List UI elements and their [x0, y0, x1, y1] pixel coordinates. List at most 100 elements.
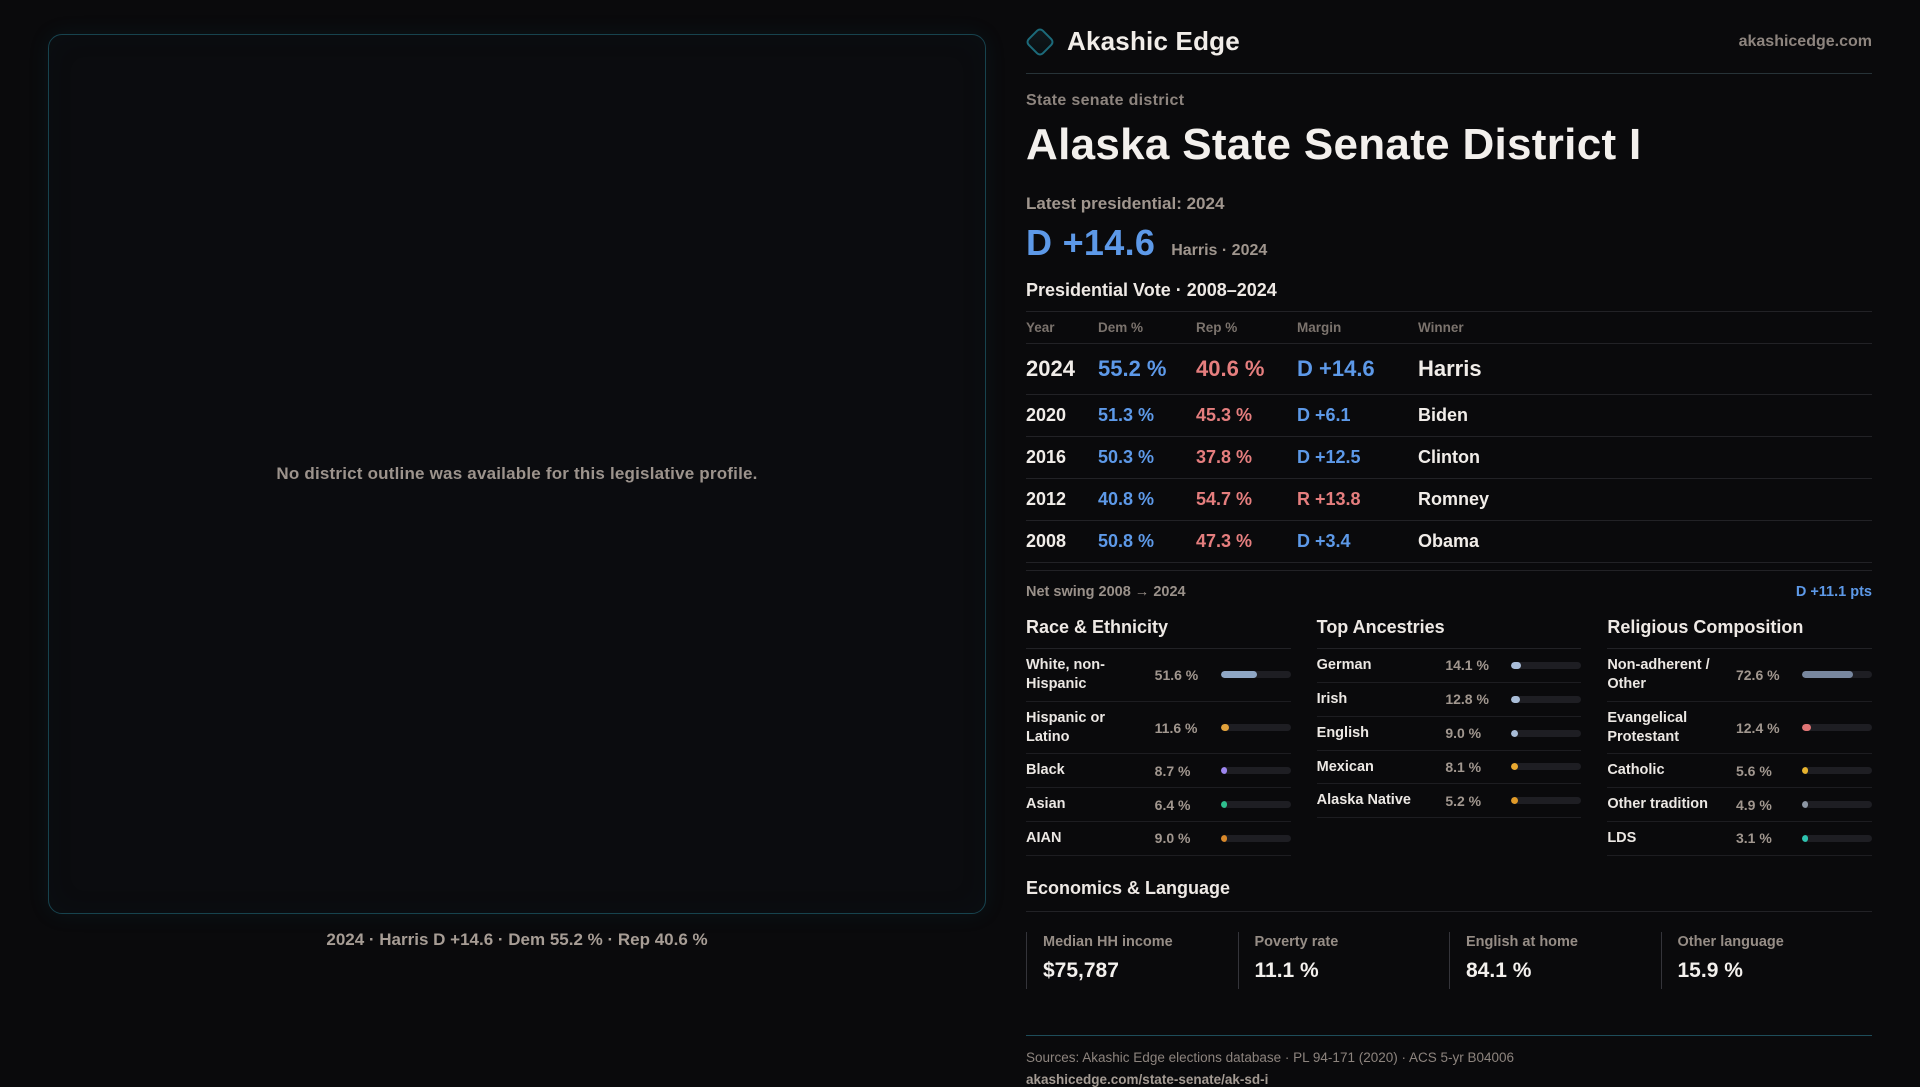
margin-cell: D +6.1: [1297, 405, 1351, 425]
demo-section-title: Religious Composition: [1607, 617, 1804, 637]
map-caption: 2024 · Harris D +14.6 · Dem 55.2 % · Rep…: [326, 930, 708, 949]
dem-pct-cell: 55.2 %: [1098, 356, 1167, 381]
mini-bar-fill: [1801, 801, 1809, 809]
year-cell: 2024: [1026, 356, 1075, 381]
mini-bar-track: [1801, 671, 1872, 679]
stat-value: 15.9 %: [1677, 958, 1743, 982]
mini-bar-track: [1801, 767, 1872, 775]
demo-rows: Non-adherent / Other 72.6 % Evangelical Pr…: [1607, 648, 1872, 856]
demo-row: AIAN 9.0 %: [1026, 822, 1291, 856]
demo-value: 3.1 %: [1735, 830, 1772, 847]
demo-label: Black: [1026, 762, 1065, 779]
mini-bar-fill: [1220, 834, 1227, 842]
demo-value: 14.1 %: [1445, 657, 1489, 674]
demo-section-title: Top Ancestries: [1316, 617, 1445, 637]
demo-rows: German 14.1 % Irish 12.8 % English 9.0 % Mexic…: [1316, 648, 1582, 819]
demo-row: Black 8.7 %: [1026, 754, 1291, 789]
column-header: Margin: [1297, 320, 1342, 335]
mini-bar-fill: [1220, 801, 1227, 809]
mini-bar-fill: [1801, 724, 1811, 732]
footer: Sources: Akashic Edge elections database…: [1026, 1034, 1872, 1087]
mini-bar-fill: [1801, 767, 1809, 775]
demo-value: 9.0 %: [1154, 830, 1191, 847]
demo-column: Religious Composition Non-adherent / Othe…: [1607, 617, 1872, 856]
rep-pct-cell: 45.3 %: [1196, 405, 1253, 425]
demo-column: Race & Ethnicity White, non-Hispanic 51.6 …: [1026, 617, 1291, 856]
rep-pct-cell: 47.3 %: [1196, 531, 1253, 551]
mini-bar-fill: [1801, 834, 1809, 842]
mini-bar-fill: [1220, 671, 1257, 679]
demo-row: Irish 12.8 %: [1316, 683, 1582, 717]
stat-value: 11.1 %: [1254, 958, 1319, 982]
mini-bar-fill: [1511, 695, 1521, 703]
mini-bar-fill: [1220, 767, 1227, 775]
profile-panel: Akashic Edge akashicedge.com State senat…: [1024, 0, 1920, 1087]
demo-row: Asian 6.4 %: [1026, 788, 1291, 823]
mini-bar-fill: [1511, 661, 1522, 669]
winner-cell: Romney: [1418, 489, 1490, 509]
stat-value: $75,787: [1043, 958, 1119, 982]
brand: Akashic Edge: [1024, 25, 1240, 58]
demo-row: Alaska Native 5.2 %: [1316, 784, 1582, 819]
demo-value: 5.2 %: [1445, 792, 1482, 809]
presidential-vote-table: Year Dem % Rep % Margin Winner 2024 55.2 % 40.6…: [1026, 311, 1872, 563]
stat-label: Median HH income: [1043, 933, 1173, 950]
mini-bar-track: [1801, 801, 1872, 809]
mini-bar-fill: [1511, 763, 1518, 771]
vote-row-2016: 2016 50.3 % 37.8 % D +12.5 Clinton: [1026, 436, 1872, 478]
demo-label: Catholic: [1607, 762, 1665, 779]
mini-bar-track: [1511, 661, 1582, 669]
demo-column: Top Ancestries German 14.1 % Irish 12.8 % Eng…: [1316, 617, 1582, 856]
mini-bar-track: [1220, 834, 1291, 842]
headline-margin-detail: Harris · 2024: [1171, 242, 1268, 259]
stat-box: Median HH income $75,787: [1026, 931, 1238, 989]
economics-title: Economics & Language: [1026, 877, 1231, 898]
demo-row: German 14.1 %: [1316, 649, 1582, 683]
mini-bar-track: [1511, 695, 1582, 703]
brand-header: Akashic Edge akashicedge.com: [1024, 25, 1872, 58]
mini-bar-track: [1801, 724, 1872, 732]
page-title: Alaska State Senate District I: [1026, 120, 1642, 169]
stat-box: Poverty rate 11.1 %: [1237, 931, 1450, 989]
demo-value: 12.8 %: [1445, 691, 1489, 708]
demo-label: Evangelical Protestant: [1607, 709, 1688, 745]
headline-margin-value: D +14.6: [1026, 222, 1156, 263]
demo-label: Non-adherent / Other: [1607, 657, 1710, 692]
rep-pct-cell: 54.7 %: [1196, 489, 1253, 509]
latest-presidential-label: Latest presidential: 2024: [1026, 194, 1225, 213]
map-placeholder-text: No district outline was available for th…: [276, 464, 758, 483]
sources-line: Sources: Akashic Edge elections database…: [1026, 1049, 1515, 1065]
margin-cell: D +3.4: [1297, 531, 1351, 551]
demo-rows: White, non-Hispanic 51.6 % Hispanic or Lat…: [1026, 648, 1291, 856]
demo-row: English 9.0 %: [1316, 717, 1582, 751]
demo-row: Hispanic or Latino 11.6 %: [1026, 702, 1291, 755]
column-header: Rep %: [1196, 320, 1238, 335]
winner-cell: Biden: [1418, 405, 1469, 425]
demo-row: Non-adherent / Other 72.6 %: [1607, 649, 1872, 702]
demo-label: Hispanic or Latino: [1026, 709, 1105, 745]
vote-row-2008: 2008 50.8 % 47.3 % D +3.4 Obama: [1026, 520, 1872, 562]
demo-label: Mexican: [1316, 758, 1374, 775]
header-divider: [1026, 73, 1872, 74]
stat-box: Other language 15.9 %: [1660, 931, 1873, 989]
year-cell: 2016: [1026, 447, 1067, 467]
district-map-panel: No district outline was available for th…: [48, 34, 986, 914]
column-header: Dem %: [1098, 320, 1144, 335]
margin-cell: D +14.6: [1297, 356, 1375, 381]
net-swing-label: Net swing 2008 → 2024: [1026, 584, 1186, 600]
mini-bar-track: [1511, 797, 1582, 805]
mini-bar-track: [1511, 763, 1582, 771]
demo-value: 9.0 %: [1445, 725, 1482, 742]
demo-row: LDS 3.1 %: [1607, 822, 1872, 856]
demo-value: 6.4 %: [1154, 796, 1191, 813]
stat-box: English at home 84.1 %: [1449, 931, 1661, 989]
district-type-eyebrow: State senate district: [1026, 92, 1185, 109]
economics-stats: Median HH income $75,787 Poverty rate 11.1 …: [1026, 931, 1873, 989]
rep-pct-cell: 40.6 %: [1196, 356, 1265, 381]
mini-bar-track: [1220, 724, 1291, 732]
net-swing-row: Net swing 2008 → 2024 D +11.1 pts: [1026, 570, 1872, 600]
profile-slug: akashicedge.com/state-senate/ak-sd-i: [1026, 1071, 1269, 1087]
demo-label: German: [1316, 657, 1372, 673]
mini-bar-track: [1801, 834, 1872, 842]
